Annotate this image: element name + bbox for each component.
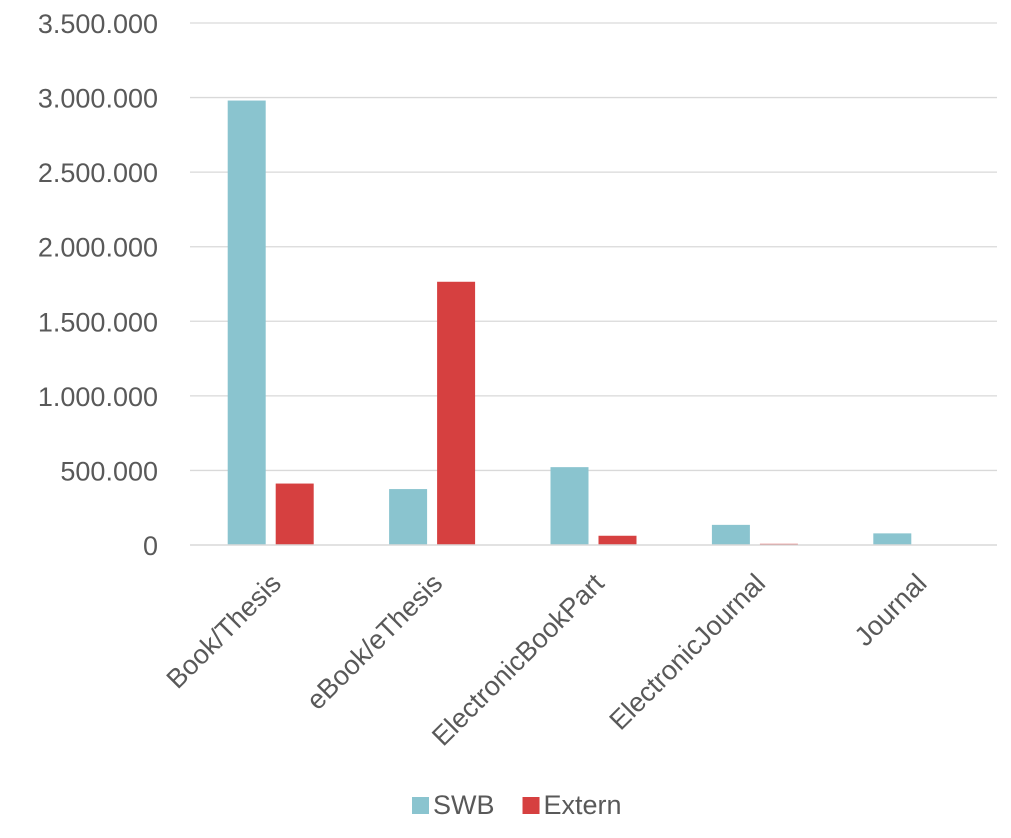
y-tick-label: 3.000.000 <box>38 84 158 114</box>
legend-swatch-swb <box>412 797 429 814</box>
legend: SWB Extern <box>412 790 622 820</box>
y-tick-label: 3.500.000 <box>38 9 158 39</box>
bar-extern-ebook-ethesis <box>437 281 476 545</box>
y-tick-label: 0 <box>143 531 158 561</box>
bars <box>227 100 912 545</box>
y-tick-label: 1.500.000 <box>38 307 158 337</box>
y-tick-label: 2.000.000 <box>38 233 158 263</box>
bar-swb-electronicjournal <box>711 524 750 545</box>
y-tick-label: 500.000 <box>60 456 158 486</box>
bar-extern-electronicbookpart <box>598 535 637 545</box>
x-tick-label: ElectronicBookPart <box>426 568 610 752</box>
bar-swb-electronicbookpart <box>550 467 589 545</box>
y-axis-tick-labels: 0 500.000 1.000.000 1.500.000 2.000.000 2.500… <box>38 9 158 561</box>
legend-label-extern: Extern <box>544 790 622 820</box>
y-tick-label: 2.500.000 <box>38 158 158 188</box>
legend-swatch-extern <box>522 797 540 814</box>
x-tick-label: Book/Thesis <box>161 568 287 694</box>
bar-swb-ebook-ethesis <box>389 489 428 545</box>
x-tick-label: Journal <box>849 568 933 652</box>
legend-label-swb: SWB <box>433 790 495 820</box>
x-tick-label: eBook/eThesis <box>301 568 449 716</box>
x-tick-label: ElectronicJournal <box>603 568 771 736</box>
y-tick-label: 1.000.000 <box>38 382 158 412</box>
x-axis-tick-labels: Book/Thesis eBook/eThesisElectronicBookPa… <box>161 568 933 752</box>
bar-swb-journal <box>873 533 912 545</box>
bar-swb-book-thesis <box>227 100 266 545</box>
bar-extern-book-thesis <box>275 483 314 545</box>
gridlines <box>190 22 997 472</box>
